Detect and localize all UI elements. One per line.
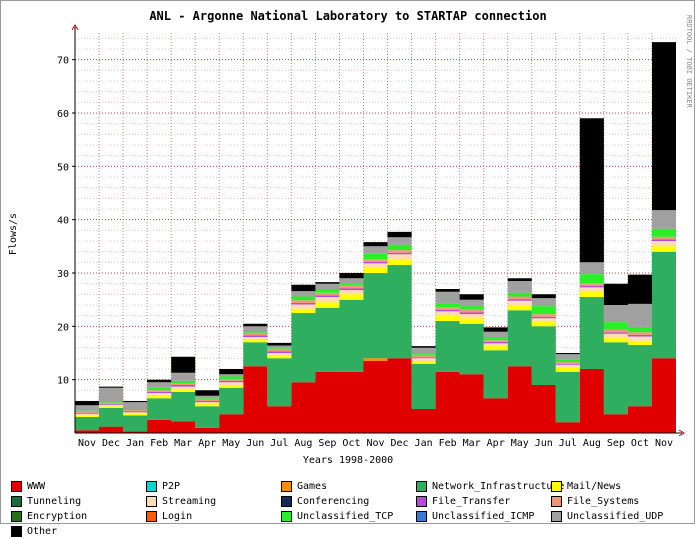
x-tick-label: Jul — [270, 438, 288, 449]
x-tick-label: Nov — [655, 438, 673, 449]
y-tick-label: 30 — [57, 269, 69, 280]
legend-swatch — [281, 481, 292, 492]
legend-swatch — [551, 496, 562, 507]
legend-item-www: WWW — [11, 480, 146, 493]
chart-title: ANL - Argonne National Laboratory to STA… — [149, 9, 546, 23]
y-axis-arrow — [71, 24, 79, 31]
x-tick-label: May — [222, 438, 240, 449]
legend-swatch — [146, 481, 157, 492]
legend-item-unclassified-icmp: Unclassified_ICMP — [416, 510, 551, 523]
y-tick-label: 50 — [57, 162, 69, 173]
legend-item-mail-news: Mail/News — [551, 480, 686, 493]
legend-label: Network_Infrastructure — [432, 481, 565, 492]
x-tick-label: Mar — [174, 438, 192, 449]
x-tick-label: Dec — [391, 438, 409, 449]
legend-item-unclassified-tcp: Unclassified_TCP — [281, 510, 416, 523]
x-tick-label: Jun — [535, 438, 553, 449]
y-tick-label: 60 — [57, 109, 69, 120]
x-tick-label: May — [511, 438, 529, 449]
legend-swatch — [281, 511, 292, 522]
x-tick-label: Apr — [487, 438, 505, 449]
legend-swatch — [416, 496, 427, 507]
legend-label: Login — [162, 511, 193, 522]
legend-swatch — [146, 496, 157, 507]
x-tick-label: Sep — [318, 438, 336, 449]
legend-swatch — [551, 481, 562, 492]
legend-label: Other — [27, 526, 58, 537]
legend-label: Encryption — [27, 511, 88, 522]
legend-item-tunneling: Tunneling — [11, 495, 146, 508]
legend-swatch — [416, 511, 427, 522]
x-axis-arrow — [678, 429, 685, 437]
legend-item-file-systems: File_Systems — [551, 495, 686, 508]
legend-item-network-infrastructure: Network_Infrastructure — [416, 480, 564, 493]
x-tick-label: Aug — [294, 438, 312, 449]
legend-swatch — [11, 496, 22, 507]
legend-label: File_Transfer — [432, 496, 511, 507]
legend-label: WWW — [27, 481, 46, 492]
chart: ANL - Argonne National Laboratory to STA… — [8, 9, 693, 466]
area-www — [75, 358, 676, 433]
x-tick-label: Dec — [102, 438, 120, 449]
x-tick-label: Mar — [463, 438, 481, 449]
x-tick-label: Jan — [415, 438, 433, 449]
x-tick-label: Oct — [342, 438, 360, 449]
legend-swatch — [551, 511, 562, 522]
legend-label: Games — [297, 481, 328, 492]
legend-item-games: Games — [281, 480, 416, 493]
y-axis-label: Flows/s — [8, 213, 19, 255]
legend-swatch — [11, 511, 22, 522]
y-tick-label: 10 — [57, 376, 69, 387]
legend-item-file-transfer: File_Transfer — [416, 495, 551, 508]
x-tick-label: Oct — [631, 438, 649, 449]
x-tick-label: Jun — [246, 438, 264, 449]
legend-swatch — [146, 511, 157, 522]
legend-swatch — [11, 526, 22, 537]
legend-label: Unclassified_ICMP — [432, 511, 535, 522]
y-tick-labels: 10 20 30 40 50 60 70 — [57, 56, 69, 387]
x-tick-label: Apr — [198, 438, 216, 449]
x-tick-label: Feb — [150, 438, 168, 449]
legend-swatch — [11, 481, 22, 492]
legend-item-encryption: Encryption — [11, 510, 146, 523]
axes — [71, 24, 685, 437]
x-tick-label: Sep — [607, 438, 625, 449]
legend-swatch — [416, 481, 427, 492]
legend-item-login: Login — [146, 510, 281, 523]
legend-label: Mail/News — [567, 481, 622, 492]
legend-label: Unclassified_UDP — [567, 511, 664, 522]
legend-item-p2p: P2P — [146, 480, 281, 493]
x-axis-label: Years 1998-2000 — [303, 455, 393, 466]
credit-text: RRDTOOL / TOBI OETIKER — [685, 15, 693, 109]
x-tick-label: Aug — [583, 438, 601, 449]
legend-label: File_Systems — [567, 496, 640, 507]
legend-label: Conferencing — [297, 496, 370, 507]
area-unclassified-udp — [75, 210, 676, 411]
stacked-areas — [75, 42, 676, 433]
legend-item-streaming: Streaming — [146, 495, 281, 508]
x-tick-label: Nov — [78, 438, 96, 449]
legend-item-conferencing: Conferencing — [281, 495, 416, 508]
legend-item-unclassified-udp: Unclassified_UDP — [551, 510, 686, 523]
legend-label: Unclassified_TCP — [297, 511, 394, 522]
legend-label: P2P — [162, 481, 181, 492]
y-tick-label: 70 — [57, 56, 69, 67]
x-tick-label: Feb — [439, 438, 457, 449]
y-tick-label: 40 — [57, 216, 69, 227]
legend: WWW P2P Games Network_Infrastructure Mail/Ne… — [11, 480, 691, 538]
x-tick-labels: Nov Dec Jan Feb Mar Apr May Jun Jul Aug Sep Oct Nov D… — [78, 438, 673, 449]
legend-item-other: Other — [11, 525, 146, 538]
x-tick-label: Jul — [559, 438, 577, 449]
area-network-infrastructure — [75, 251, 676, 432]
legend-swatch — [281, 496, 292, 507]
x-tick-label: Nov — [366, 438, 384, 449]
x-tick-label: Jan — [126, 438, 144, 449]
legend-label: Tunneling — [27, 496, 82, 507]
legend-label: Streaming — [162, 496, 217, 507]
y-tick-label: 20 — [57, 322, 69, 333]
